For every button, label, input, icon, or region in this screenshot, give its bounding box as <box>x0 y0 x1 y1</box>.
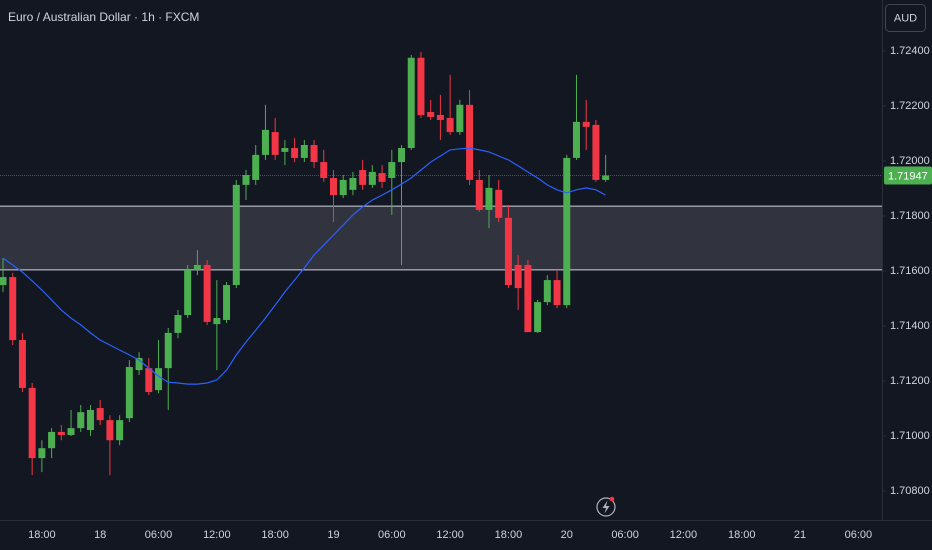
candle-body <box>193 264 201 270</box>
x-tick-label: 19 <box>327 529 339 541</box>
candle-body <box>57 431 65 435</box>
candle-body <box>388 162 396 179</box>
candle-body <box>359 170 367 185</box>
candle-body <box>213 318 221 325</box>
candle-body <box>28 387 36 459</box>
candle-body <box>368 171 376 185</box>
candle-body <box>38 448 46 459</box>
x-tick-label: 12:00 <box>436 529 464 541</box>
x-tick-label: 06:00 <box>845 529 873 541</box>
candle-body <box>300 144 308 158</box>
candle-body <box>572 121 580 158</box>
y-tick-label: 1.72400 <box>890 45 930 57</box>
candle-body <box>417 57 425 116</box>
last-price-badge <box>884 166 932 185</box>
candle-body <box>310 144 318 163</box>
candle-body <box>223 285 231 320</box>
candle-body <box>329 178 337 196</box>
candle-body <box>232 184 240 286</box>
candle-body <box>446 118 454 133</box>
y-tick-label: 1.72000 <box>890 155 930 167</box>
candle-body <box>116 420 124 441</box>
candle-body <box>86 409 94 431</box>
candle-body <box>67 428 75 435</box>
candle-body <box>164 332 172 369</box>
candle-body <box>77 412 85 429</box>
x-tick-label: 18:00 <box>495 529 523 541</box>
candle-body <box>252 154 260 180</box>
x-tick-label: 20 <box>561 529 573 541</box>
candle-body <box>602 175 610 180</box>
candle-body <box>125 367 133 419</box>
candle-body <box>9 277 17 341</box>
candle-body <box>456 104 464 133</box>
candle-body <box>436 115 444 120</box>
candle-body <box>0 277 7 286</box>
currency-button[interactable] <box>885 4 926 32</box>
candle-body <box>320 162 328 179</box>
x-tick-label: 12:00 <box>203 529 231 541</box>
candle-body <box>349 178 357 190</box>
moving-average <box>2 147 606 385</box>
candle-body <box>184 269 192 316</box>
candle-body <box>553 280 561 306</box>
candle-body <box>145 368 153 393</box>
candle-body <box>135 357 143 371</box>
candle-body <box>543 280 551 303</box>
candle-body <box>563 157 571 306</box>
plot-area <box>0 52 882 476</box>
chart-title: Euro / Australian Dollar · 1h · FXCM <box>8 10 199 24</box>
y-tick-label: 1.71800 <box>890 210 930 222</box>
x-tick-label: 06:00 <box>611 529 639 541</box>
y-tick-label: 1.71600 <box>890 265 930 277</box>
y-tick-label: 1.70800 <box>890 485 930 497</box>
candle-body <box>96 408 104 421</box>
candle-body <box>504 217 512 286</box>
candle-body <box>48 431 56 449</box>
candle-body <box>291 148 299 158</box>
y-tick-label: 1.72200 <box>890 100 930 112</box>
candle-body <box>495 189 503 218</box>
x-tick-label: 21 <box>794 529 806 541</box>
candle-body <box>271 132 279 155</box>
candle-body <box>261 129 269 155</box>
candle-body <box>398 148 406 163</box>
candle-body <box>524 264 532 333</box>
y-tick-label: 1.71400 <box>890 320 930 332</box>
currency-label[interactable]: AUD <box>894 12 917 24</box>
candle-body <box>106 420 114 441</box>
candle-body <box>466 104 474 180</box>
candle-body <box>281 148 289 152</box>
candle-body <box>18 340 26 388</box>
candle-body <box>475 179 483 210</box>
candle-body <box>582 121 590 127</box>
zone <box>0 206 882 270</box>
candle-body <box>155 368 163 391</box>
candle-body <box>242 174 250 185</box>
x-tick-label: 12:00 <box>670 529 698 541</box>
candle-body <box>339 179 347 196</box>
candle-body <box>407 57 415 149</box>
x-tick-label: 06:00 <box>378 529 406 541</box>
y-tick-label: 1.71200 <box>890 375 930 387</box>
candle-body <box>485 187 493 210</box>
candle-body <box>378 173 386 182</box>
y-tick-label: 1.71000 <box>890 430 930 442</box>
candle-body <box>203 264 211 322</box>
x-tick-label: 18:00 <box>261 529 289 541</box>
candle-body <box>592 124 600 180</box>
candle-body <box>174 315 182 333</box>
x-tick-label: 06:00 <box>145 529 173 541</box>
alert-icon[interactable] <box>596 496 616 517</box>
candle-body <box>514 264 522 289</box>
candle-body <box>534 302 542 333</box>
x-tick-label: 18:00 <box>28 529 56 541</box>
candle-body <box>427 111 435 117</box>
last-price-label: 1.71947 <box>888 170 928 182</box>
x-tick-label: 18 <box>94 529 106 541</box>
x-tick-label: 18:00 <box>728 529 756 541</box>
